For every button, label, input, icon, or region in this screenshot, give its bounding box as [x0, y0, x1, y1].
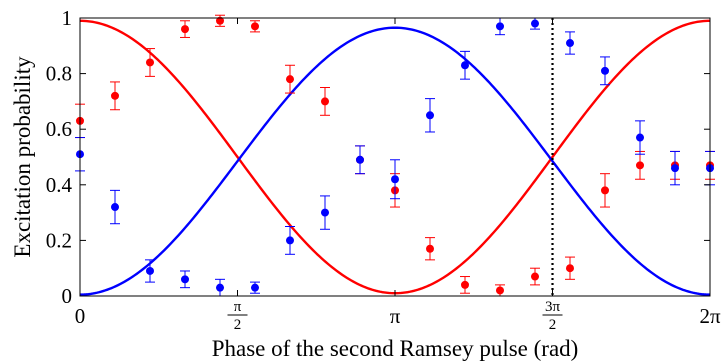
data-point	[600, 173, 610, 208]
point-marker-0	[216, 16, 225, 25]
y-tick-labels: 0 0.2 0.4 0.6 0.8 1	[46, 6, 73, 308]
point-marker-0	[565, 264, 574, 273]
point-marker-1	[391, 175, 399, 184]
data-point	[249, 20, 260, 33]
data-point	[180, 20, 190, 38]
fit-curve-0	[79, 19, 711, 295]
point-marker-0	[531, 272, 540, 281]
data-point	[390, 159, 400, 200]
x-tick-label: π	[390, 304, 401, 328]
point-marker-0	[286, 75, 294, 84]
x-axis-label: Phase of the second Ramsey pulse (rad)	[212, 336, 579, 361]
fraction-denominator: 2	[234, 317, 242, 333]
point-marker-1	[181, 275, 189, 284]
data-point	[495, 284, 505, 297]
data-point	[669, 150, 680, 186]
axis-ticks	[79, 17, 711, 297]
x-tick-label: 0	[75, 304, 86, 328]
y-tick-label: 0.6	[46, 117, 72, 141]
point-marker-0	[321, 97, 330, 106]
point-marker-0	[145, 58, 154, 67]
point-marker-1	[250, 283, 259, 292]
data-point	[144, 48, 155, 77]
data-point	[564, 256, 575, 280]
point-marker-0	[426, 244, 435, 253]
fraction-denominator: 2	[549, 317, 557, 333]
x-tick-label-fraction: 3π2	[542, 299, 563, 333]
fit-curve-1	[79, 26, 711, 296]
data-point	[635, 150, 646, 180]
data-point	[285, 64, 295, 94]
data-point	[354, 145, 365, 175]
x-tick-labels: 0 π2 π 3π2 2π	[75, 299, 721, 333]
data-point	[320, 87, 331, 116]
point-marker-1	[111, 203, 120, 212]
data-point	[215, 278, 226, 297]
fit-curves	[79, 19, 711, 296]
point-marker-0	[636, 161, 645, 170]
data-point	[110, 81, 121, 111]
data-point	[530, 267, 541, 286]
data-point	[285, 226, 295, 255]
data-point	[180, 270, 190, 289]
data-point	[635, 120, 646, 155]
point-marker-0	[601, 186, 609, 195]
data-point	[425, 237, 436, 261]
point-marker-1	[216, 283, 225, 292]
point-marker-1	[670, 164, 679, 173]
x-tick-label-fraction: π2	[227, 299, 248, 333]
point-marker-1	[426, 111, 435, 120]
y-tick-label: 0.8	[46, 62, 72, 86]
point-marker-0	[460, 280, 469, 289]
data-point	[249, 281, 260, 294]
data-point	[564, 31, 575, 55]
point-marker-1	[636, 133, 645, 142]
point-marker-1	[460, 61, 469, 70]
plot-frame	[79, 17, 711, 297]
fraction-numerator: 3π	[545, 299, 561, 315]
data-point	[459, 50, 470, 80]
point-marker-1	[145, 266, 154, 275]
point-marker-1	[321, 208, 330, 217]
x-tick-label: 2π	[699, 304, 721, 328]
point-marker-1	[496, 22, 504, 31]
point-marker-1	[601, 66, 609, 75]
data-point	[459, 276, 470, 294]
point-marker-0	[250, 22, 259, 31]
point-marker-1	[531, 19, 540, 28]
y-tick-label: 1	[62, 6, 73, 30]
y-tick-label: 0	[62, 284, 73, 308]
point-marker-0	[496, 286, 504, 295]
data-point	[425, 98, 436, 133]
data-point	[530, 17, 541, 30]
point-marker-1	[565, 39, 574, 48]
data-point	[320, 195, 331, 230]
data-point	[110, 189, 121, 225]
data-point	[495, 17, 505, 36]
data-point	[144, 259, 155, 283]
point-marker-1	[286, 236, 294, 245]
point-marker-1	[355, 155, 364, 164]
data-point	[600, 56, 610, 86]
fraction-numerator: π	[234, 299, 242, 315]
point-marker-0	[111, 91, 120, 100]
point-marker-0	[181, 25, 189, 34]
y-tick-label: 0.2	[46, 228, 72, 252]
y-tick-label: 0.4	[46, 173, 73, 197]
data-points	[75, 14, 715, 297]
data-point	[215, 14, 226, 27]
y-axis-label: Excitation probability	[10, 56, 35, 258]
